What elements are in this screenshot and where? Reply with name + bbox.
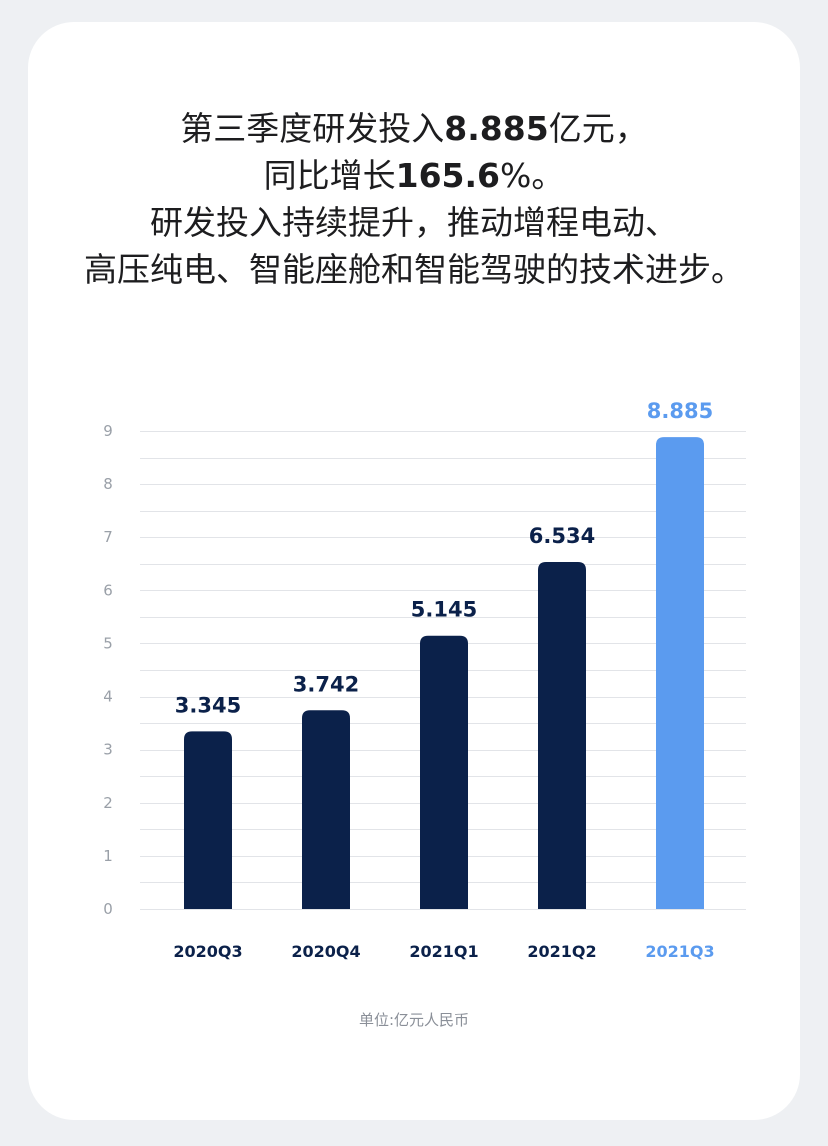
y-tick-label: 9: [103, 422, 113, 440]
headline-text: 亿元，: [548, 109, 648, 148]
x-tick-label-2021Q1: 2021Q1: [409, 942, 478, 961]
headline-line-3: 研发投入持续提升，推动增程电动、: [150, 203, 678, 242]
x-tick-label-2020Q4: 2020Q4: [291, 942, 360, 961]
headline-rd-amount: 8.885: [444, 109, 549, 148]
bar-2021Q1: [420, 635, 468, 909]
y-tick-label: 1: [103, 847, 113, 865]
value-label-2020Q3: 3.345: [175, 693, 241, 717]
value-label-2021Q1: 5.145: [411, 598, 477, 622]
value-label-2020Q4: 3.742: [293, 672, 359, 696]
x-tick-label-2021Q2: 2021Q2: [527, 942, 596, 961]
bar-2020Q4: [302, 710, 350, 909]
headline-line-4: 高压纯电、智能座舱和智能驾驶的技术进步。: [84, 250, 744, 289]
x-tick-label-2020Q3: 2020Q3: [173, 942, 242, 961]
bar-2021Q2: [538, 561, 586, 909]
headline-text: 同比增长: [263, 156, 396, 195]
y-axis-ticks: 0 1 2 3 4 5 6 7 8 9: [103, 422, 113, 918]
value-label-2021Q2: 6.534: [529, 524, 595, 548]
y-tick-label: 8: [103, 475, 113, 493]
value-labels: 3.345 3.742 5.145 6.534 8.885: [175, 399, 713, 717]
headline-line-1: 第三季度研发投入8.885亿元，: [0, 105, 828, 152]
y-tick-label: 4: [103, 688, 113, 706]
headline-text: %。: [500, 156, 565, 195]
y-tick-label: 6: [103, 581, 113, 599]
y-tick-label: 0: [103, 900, 113, 918]
headline: 第三季度研发投入8.885亿元， 同比增长165.6%。 研发投入持续提升，推动…: [0, 105, 828, 293]
y-tick-label: 2: [103, 794, 113, 812]
headline-text: 第三季度研发投入: [180, 109, 445, 148]
x-tick-label-2021Q3: 2021Q3: [645, 942, 714, 961]
headline-growth-rate: 165.6: [395, 156, 501, 195]
y-tick-label: 7: [103, 528, 113, 546]
y-tick-label: 3: [103, 741, 113, 759]
bars: [184, 437, 704, 909]
y-tick-label: 5: [103, 634, 113, 652]
bar-2021Q3: [656, 437, 704, 909]
unit-note: 单位:亿元人民币: [358, 1011, 470, 1029]
x-axis-ticks: 2020Q3 2020Q4 2021Q1 2021Q2 2021Q3: [173, 942, 714, 961]
value-label-2021Q3: 8.885: [647, 399, 713, 423]
bar-2020Q3: [184, 731, 232, 909]
headline-line-2: 同比增长165.6%。: [0, 152, 828, 199]
